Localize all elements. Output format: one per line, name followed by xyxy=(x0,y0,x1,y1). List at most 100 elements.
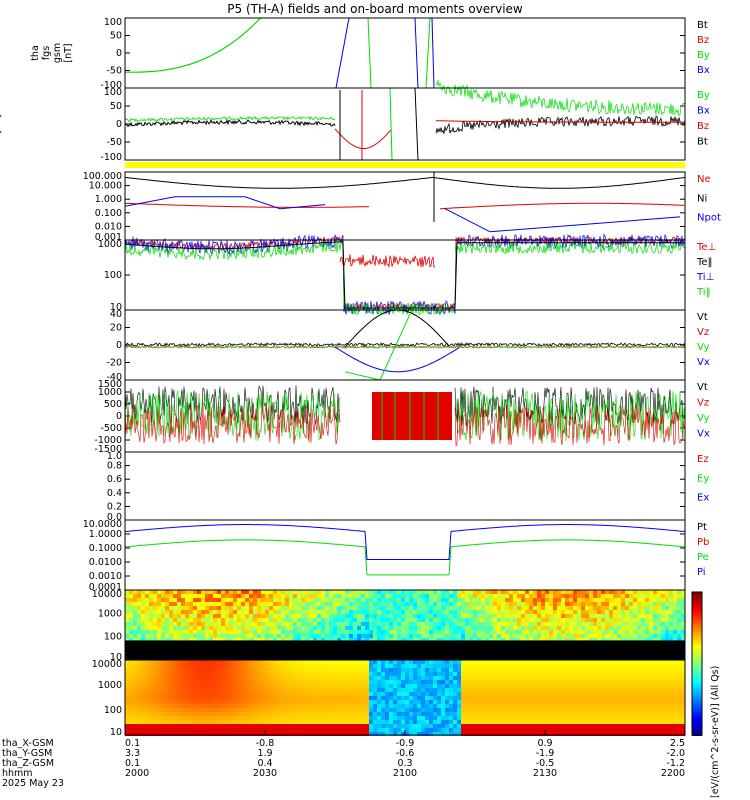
spectro-cell xyxy=(605,688,609,692)
spectro-cell xyxy=(485,688,489,692)
spectro-cell xyxy=(273,602,277,606)
spectro-cell xyxy=(653,716,657,720)
spectro-cell xyxy=(301,700,305,704)
spectro-cell xyxy=(369,630,373,634)
spectro-cell xyxy=(357,732,361,736)
spectro-cell xyxy=(277,732,281,736)
spectro-cell xyxy=(213,732,217,736)
y-tick-label: 1.0000 xyxy=(89,529,122,540)
spectro-cell xyxy=(625,704,629,708)
spectro-cell xyxy=(437,696,441,700)
spectro-cell xyxy=(285,634,289,638)
spectro-cell xyxy=(345,664,349,668)
spectro-cell xyxy=(165,622,169,626)
spectro-cell xyxy=(565,664,569,668)
spectro-cell xyxy=(569,684,573,688)
spectro-cell xyxy=(625,696,629,700)
spectro-cell xyxy=(281,684,285,688)
spectro-cell xyxy=(593,664,597,668)
spectro-cell xyxy=(201,664,205,668)
spectro-cell xyxy=(513,732,517,736)
colorbar-cell xyxy=(692,630,702,632)
spectro-cell xyxy=(573,590,577,594)
spectro-cell xyxy=(481,622,485,626)
spectro-cell xyxy=(629,664,633,668)
spectro-cell xyxy=(281,626,285,630)
spectro-cell xyxy=(445,704,449,708)
spectro-cell xyxy=(521,590,525,594)
spectro-cell xyxy=(457,668,461,672)
spectro-cell xyxy=(509,684,513,688)
spectro-cell xyxy=(205,672,209,676)
spectro-cell xyxy=(553,590,557,594)
spectro-cell xyxy=(657,606,661,610)
spectro-cell xyxy=(353,732,357,736)
spectro-cell xyxy=(137,602,141,606)
spectro-cell xyxy=(429,668,433,672)
spectro-cell xyxy=(213,712,217,716)
spectro-cell xyxy=(585,712,589,716)
spectro-cell xyxy=(353,696,357,700)
spectro-cell xyxy=(641,688,645,692)
spectro-cell xyxy=(569,618,573,622)
spectro-cell xyxy=(253,700,257,704)
spectro-cell xyxy=(185,594,189,598)
spectro-cell xyxy=(297,700,301,704)
spectro-cell xyxy=(393,672,397,676)
spectro-cell xyxy=(625,676,629,680)
spectro-cell xyxy=(393,638,397,642)
spectro-cell xyxy=(609,712,613,716)
legend-entry-Vz: Vz xyxy=(697,398,709,409)
spectro-cell xyxy=(145,598,149,602)
spectro-cell xyxy=(545,728,549,732)
spectro-cell xyxy=(257,622,261,626)
spectro-cell xyxy=(557,668,561,672)
spectro-cell xyxy=(197,680,201,684)
spectro-cell xyxy=(177,672,181,676)
spectro-cell xyxy=(185,610,189,614)
spectro-cell xyxy=(553,634,557,638)
spectro-cell xyxy=(429,720,433,724)
colorbar-cell xyxy=(692,666,702,668)
spectro-cell xyxy=(365,630,369,634)
spectro-cell xyxy=(209,728,213,732)
spectro-cell xyxy=(377,732,381,736)
spectro-cell xyxy=(397,602,401,606)
spectro-cell xyxy=(333,708,337,712)
spectro-cell xyxy=(329,724,333,728)
spectro-cell xyxy=(193,598,197,602)
spectro-cell xyxy=(245,606,249,610)
spectro-cell xyxy=(341,598,345,602)
spectro-cell xyxy=(549,638,553,642)
spectro-cell xyxy=(289,630,293,634)
spectro-cell xyxy=(145,638,149,642)
spectro-cell xyxy=(641,630,645,634)
spectro-cell xyxy=(461,630,465,634)
spectro-cell xyxy=(133,634,137,638)
spectro-cell xyxy=(241,594,245,598)
spectro-cell xyxy=(501,680,505,684)
spectro-cell xyxy=(645,668,649,672)
spectro-cell xyxy=(585,668,589,672)
spectro-cell xyxy=(173,676,177,680)
spectro-cell xyxy=(453,704,457,708)
spectro-cell xyxy=(585,716,589,720)
spectro-cell xyxy=(197,692,201,696)
spectro-cell xyxy=(625,716,629,720)
spectro-cell xyxy=(549,590,553,594)
spectro-cell xyxy=(289,704,293,708)
spectro-cell xyxy=(553,638,557,642)
legend-entry-Ex: Ex xyxy=(697,493,709,504)
spectro-cell xyxy=(477,704,481,708)
spectro-cell xyxy=(489,716,493,720)
spectro-cell xyxy=(661,630,665,634)
spectro-cell xyxy=(289,672,293,676)
spectro-cell xyxy=(481,688,485,692)
spectro-cell xyxy=(649,688,653,692)
spectro-cell xyxy=(181,704,185,708)
spectro-cell xyxy=(661,664,665,668)
spectro-cell xyxy=(477,594,481,598)
spectro-cell xyxy=(461,708,465,712)
spectro-cell xyxy=(397,668,401,672)
spectro-cell xyxy=(409,676,413,680)
